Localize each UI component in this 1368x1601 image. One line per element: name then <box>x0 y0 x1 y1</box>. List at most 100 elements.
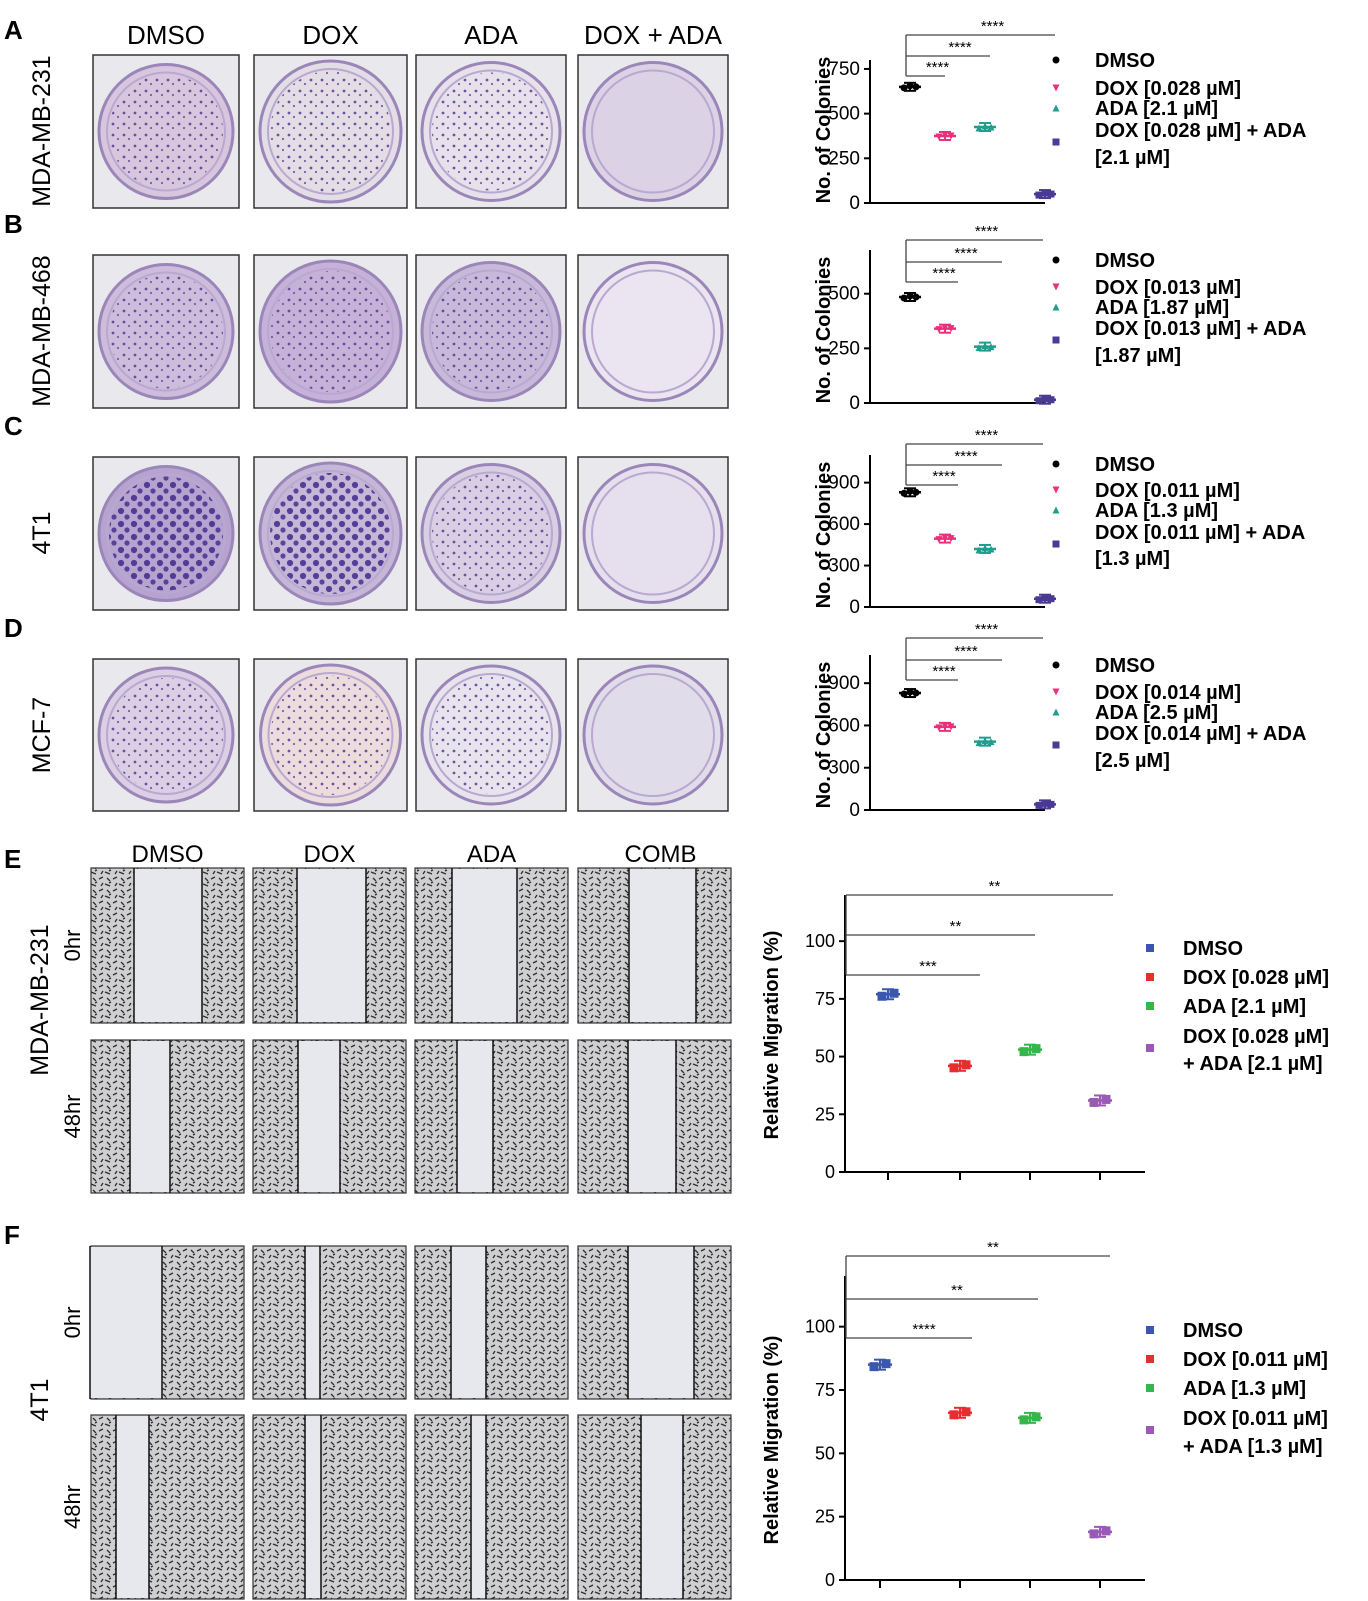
legend-entry: DOX [0.028 µM] + ADA <box>1095 120 1306 142</box>
wound-gap <box>452 869 517 1022</box>
data-point <box>1052 540 1060 548</box>
data-point <box>1146 1426 1154 1434</box>
wound-gap <box>451 1247 486 1398</box>
y-axis-label: No. of Colonies <box>813 57 835 204</box>
y-tick-label: 75 <box>815 1380 835 1400</box>
data-point <box>1089 1097 1099 1107</box>
data-point <box>1052 741 1060 749</box>
legend-entry: ADA [2.5 µM] <box>1095 702 1218 724</box>
colonies <box>109 678 223 792</box>
dish-rim <box>267 672 394 798</box>
data-point <box>935 724 943 732</box>
data-point <box>1035 191 1043 199</box>
data-point <box>1047 800 1055 808</box>
dish-rim <box>106 271 226 392</box>
data-point <box>987 343 995 351</box>
significance-label: ** <box>951 1282 963 1299</box>
cell-line-label: MDA-MB-231 <box>28 55 56 206</box>
dish-rim <box>267 68 394 195</box>
column-header-colony: DOX + ADA <box>584 20 723 50</box>
y-tick-label: 900 <box>828 673 860 694</box>
column-header-migration: ADA <box>467 841 516 868</box>
culture-dish <box>582 261 724 402</box>
data-point <box>1052 336 1060 344</box>
data-point <box>941 324 949 332</box>
dish-rim <box>591 69 715 194</box>
data-point <box>935 133 943 141</box>
colonies <box>270 473 391 594</box>
data-point <box>1052 84 1060 92</box>
cell-line-label: MDA-MB-231 <box>26 924 54 1075</box>
data-point <box>1146 944 1154 952</box>
data-point <box>906 487 914 495</box>
data-point <box>987 123 995 131</box>
data-point <box>947 535 955 543</box>
data-point <box>869 1362 879 1372</box>
data-point <box>1052 56 1060 64</box>
dish-rim <box>591 471 715 596</box>
panel-letter-E: E <box>4 844 21 874</box>
y-tick-label: 250 <box>828 148 860 169</box>
wound-gap <box>641 1416 683 1598</box>
dish-rim <box>591 673 715 797</box>
data-point <box>912 488 920 496</box>
data-point <box>1052 708 1060 716</box>
column-header-colony: DMSO <box>127 20 205 50</box>
y-tick-label: 25 <box>815 1507 835 1527</box>
wound-gap <box>305 1247 320 1398</box>
data-point <box>981 342 989 350</box>
wound-photo <box>90 1414 245 1600</box>
data-point <box>1052 303 1060 311</box>
y-tick-label: 100 <box>805 931 835 951</box>
legend-entry: + ADA [2.1 µM] <box>1183 1053 1323 1075</box>
data-point <box>981 122 989 130</box>
data-point <box>975 739 983 747</box>
y-tick-label: 500 <box>828 104 860 125</box>
timepoint-label: 0hr <box>60 1307 85 1339</box>
wound-photo <box>252 1245 407 1400</box>
colonies <box>270 675 391 795</box>
panel-letter-D: D <box>4 613 23 643</box>
data-point <box>935 536 943 544</box>
y-tick-label: 25 <box>815 1104 835 1124</box>
wound-assay-images: E MDA-MB-231 DMSO DOX ADA COMB 0hr 48hr F 4T1 0hr 4… <box>4 841 732 1600</box>
timepoint-label: 48hr <box>60 1094 85 1138</box>
legend-entry: [1.3 µM] <box>1095 548 1170 570</box>
data-point <box>949 1410 959 1420</box>
y-tick-label: 750 <box>828 59 860 80</box>
data-point <box>1052 486 1060 494</box>
cell-line-label: MCF-7 <box>28 697 56 773</box>
legend-entry: ADA [1.3 µM] <box>1183 1378 1306 1400</box>
legend-entry: + ADA [1.3 µM] <box>1183 1436 1323 1458</box>
data-point <box>1146 973 1154 981</box>
culture-dish <box>582 463 724 604</box>
y-tick-label: 50 <box>815 1047 835 1067</box>
data-point <box>1089 1529 1099 1539</box>
legend-entry: DMSO <box>1095 250 1155 272</box>
wound-gap <box>116 1416 149 1598</box>
data-point <box>1047 396 1055 404</box>
data-point <box>935 326 943 334</box>
significance-label: **** <box>954 643 978 660</box>
colonies <box>432 676 550 794</box>
data-point <box>975 344 983 352</box>
wound-gap <box>130 1041 170 1192</box>
colonies <box>109 274 223 389</box>
data-point <box>1052 283 1060 291</box>
data-point <box>900 294 908 302</box>
dish-rim <box>106 71 226 192</box>
wound-gap <box>471 1416 486 1598</box>
data-point <box>1146 1044 1154 1052</box>
data-point <box>1041 594 1049 602</box>
colonies <box>270 71 391 192</box>
y-tick-label: 75 <box>815 989 835 1009</box>
significance-label: ** <box>950 918 962 935</box>
wound-photo <box>252 1414 407 1600</box>
data-point <box>987 738 995 746</box>
significance-label: ** <box>989 878 1001 895</box>
wound-photo <box>414 1414 569 1600</box>
y-tick-label: 0 <box>849 193 860 214</box>
